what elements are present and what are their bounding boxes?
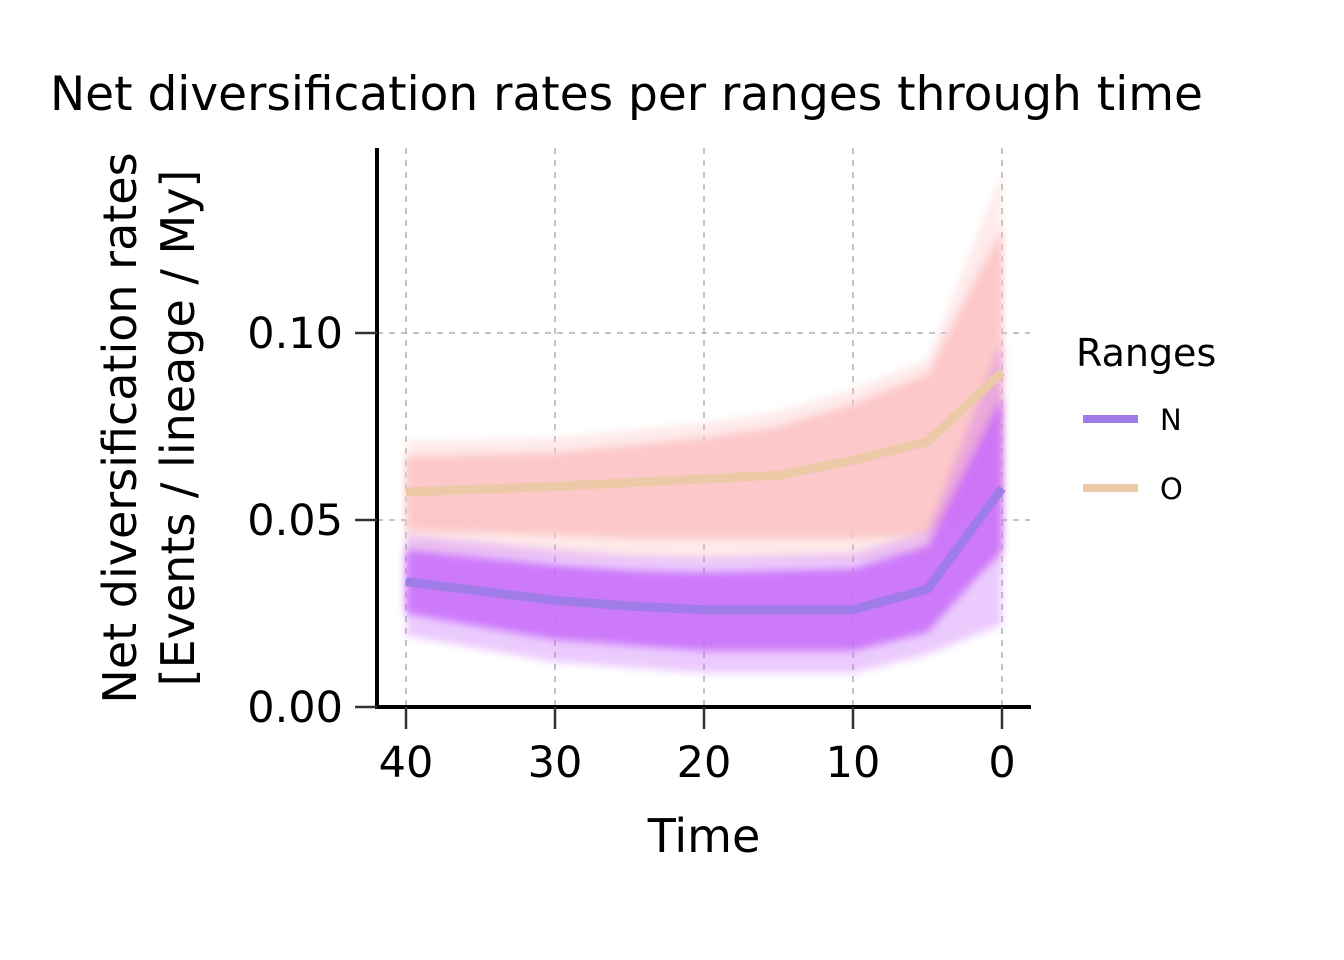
y-axis-label-line2: [Events / lineage / My] bbox=[151, 170, 205, 687]
x-tick-label: 20 bbox=[677, 738, 732, 788]
y-tick-label: 0.00 bbox=[247, 683, 343, 733]
x-tick-label: 0 bbox=[988, 738, 1015, 788]
chart-title: Net diversification rates per ranges thr… bbox=[50, 67, 1203, 122]
legend-label-O: O bbox=[1160, 472, 1183, 506]
y-axis-label-line1: Net diversification rates bbox=[93, 152, 147, 703]
line-O bbox=[405, 368, 1006, 497]
legend: Ranges N O bbox=[1076, 331, 1216, 506]
legend-label-N: N bbox=[1160, 403, 1182, 437]
line-N bbox=[405, 485, 1006, 615]
y-tick-label: 0.05 bbox=[247, 496, 343, 546]
y-tick-label: 0.10 bbox=[247, 309, 343, 359]
x-tick-label: 40 bbox=[379, 738, 434, 788]
legend-title: Ranges bbox=[1076, 331, 1216, 375]
x-tick-label: 30 bbox=[528, 738, 583, 788]
series-lines bbox=[405, 368, 1006, 615]
x-axis-label: Time bbox=[647, 809, 761, 863]
band-N bbox=[406, 396, 1002, 651]
ticks: 40 30 20 10 0 0.00 0.05 0.10 bbox=[247, 309, 1015, 788]
x-tick-label: 10 bbox=[826, 738, 881, 788]
